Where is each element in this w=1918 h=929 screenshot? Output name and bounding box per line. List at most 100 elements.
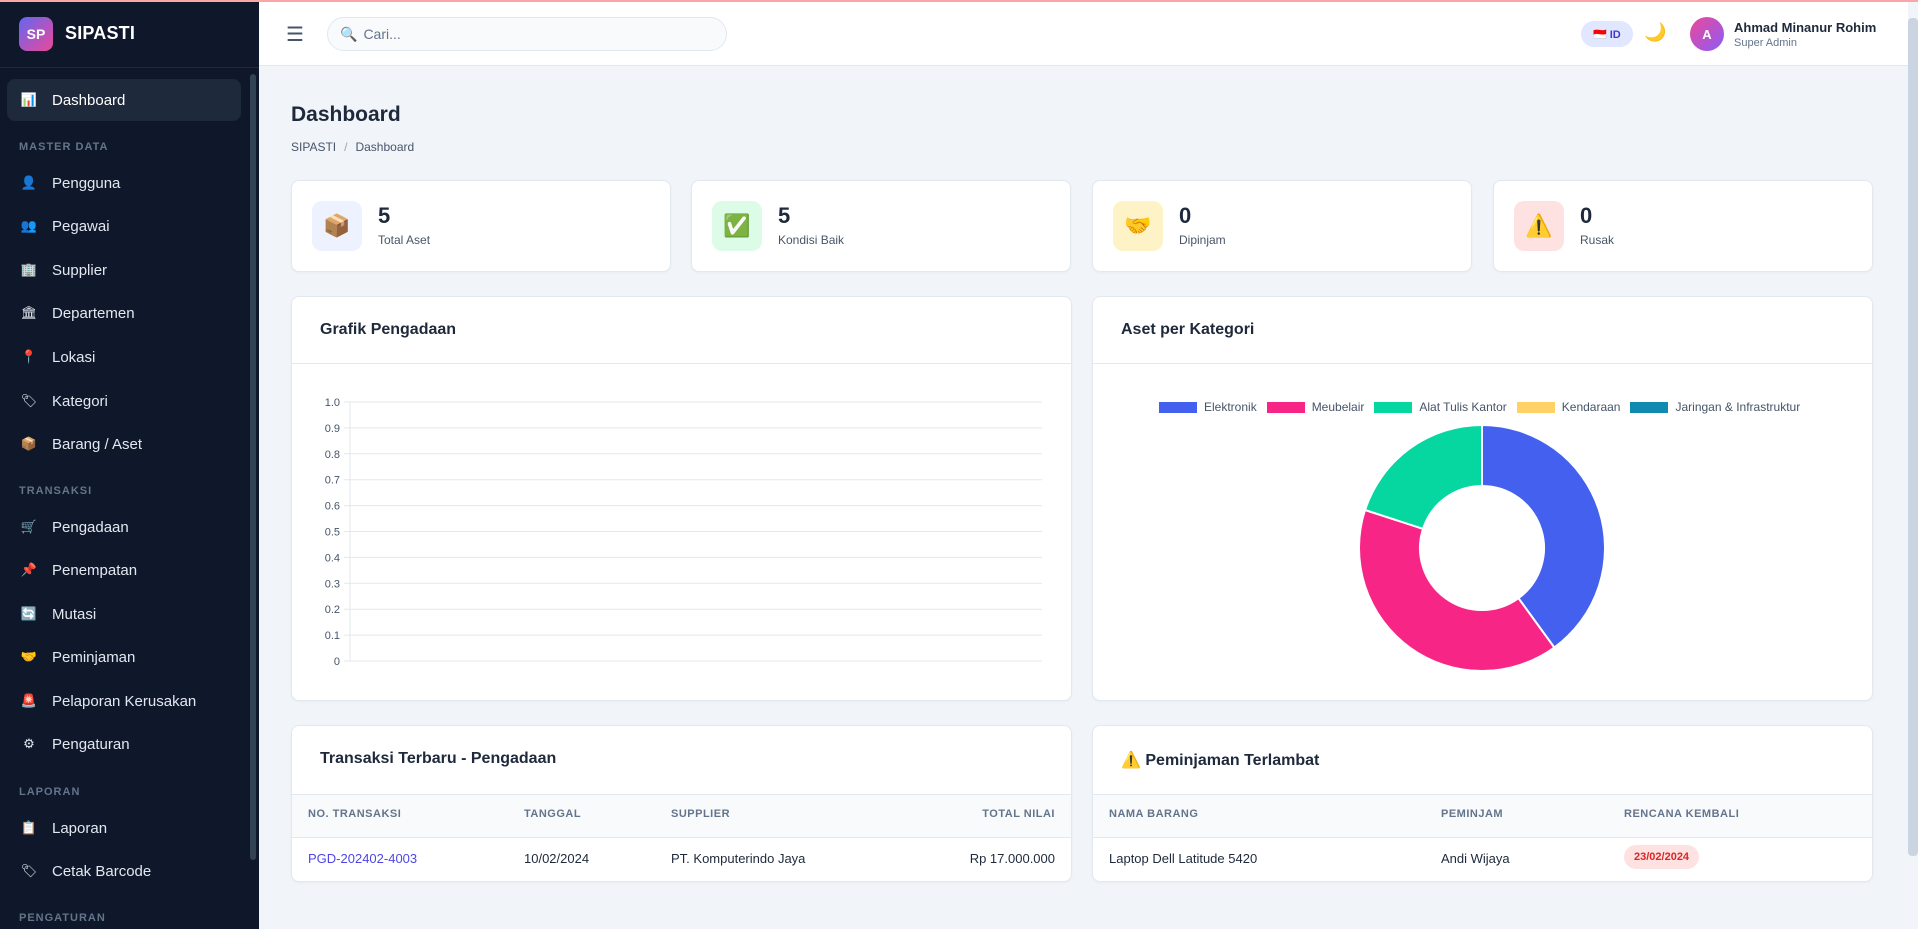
table-cell: PT. Komputerindo Jaya [671, 851, 806, 866]
breadcrumb-home[interactable]: SIPASTI [291, 140, 337, 154]
sidebar-item-label: Pengaturan [52, 735, 130, 753]
sidebar-item-supplier[interactable]: 🏢 Supplier [7, 249, 241, 291]
brand-name: SIPASTI [65, 23, 136, 43]
cetak-barcode-icon: 🏷 [20, 863, 38, 878]
stat-card-kondisi-baik: ✅ 5 Kondisi Baik [691, 180, 1071, 272]
stat-value: 0 [1179, 203, 1192, 228]
sidebar-item-lokasi[interactable]: 📍 Lokasi [7, 336, 241, 378]
legend-item[interactable]: Jaringan & Infrastruktur [1630, 400, 1800, 414]
warning-icon: ⚠️ [1121, 752, 1141, 769]
penempatan-icon: 📌 [20, 562, 38, 577]
card-title: Grafik Pengadaan [320, 321, 457, 338]
sidebar-item-pengadaan[interactable]: 🛒 Pengadaan [7, 506, 241, 548]
sidebar-item-dashboard[interactable]: 📊 Dashboard [7, 79, 241, 121]
sidebar-item-pengguna[interactable]: 👤 Pengguna [7, 162, 241, 204]
donut-slice-elektronik[interactable] [1481, 423, 1606, 649]
sidebar-item-pegawai[interactable]: 👥 Pegawai [7, 205, 241, 247]
departemen-icon: 🏛 [20, 305, 38, 320]
column-header: PEMINJAM [1441, 808, 1504, 820]
sidebar-item-label: Pengadaan [52, 518, 129, 536]
search-icon: 🔍 [340, 25, 358, 42]
hamburger-menu-icon[interactable]: ☰ [286, 24, 304, 46]
legend-label: Kendaraan [1561, 400, 1621, 414]
stat-value: 5 [778, 203, 791, 228]
table-header [292, 794, 1071, 838]
kategori-icon: 🏷 [20, 393, 38, 408]
procurement-line-chart: 0 0.1 0.2 0.3 0.4 0.5 0.6 0.7 0.8 0.9 1.0 [325, 397, 1042, 668]
y-tick-label: 1.0 [325, 397, 340, 409]
sidebar-item-label: Pengguna [52, 174, 121, 192]
sidebar-item-label: Pegawai [52, 217, 110, 235]
y-tick-label: 0.5 [325, 527, 340, 539]
sidebar-item-label: Penempatan [52, 561, 138, 579]
y-tick-label: 0.8 [325, 449, 340, 461]
legend-swatch [1159, 401, 1197, 413]
sidebar-item-pelaporan-kerusakan[interactable]: 🚨 Pelaporan Kerusakan [7, 680, 241, 722]
sidebar: SP SIPASTI MASTER DATA TRANSAKSI LAPORAN… [0, 0, 259, 929]
breadcrumb: SIPASTI / Dashboard [291, 140, 414, 154]
stat-card-rusak: ⚠️ 0 Rusak [1493, 180, 1873, 272]
sidebar-scrollbar[interactable] [250, 74, 256, 860]
donut-slice-alat-tulis-kantor[interactable] [1363, 423, 1483, 531]
sidebar-item-label: Departemen [52, 304, 135, 322]
section-transaksi: TRANSAKSI [19, 485, 93, 497]
sidebar-item-departemen[interactable]: 🏛 Departemen [7, 292, 241, 334]
sidebar-item-barang-aset[interactable]: 📦 Barang / Aset [7, 423, 241, 465]
stat-label: Dipinjam [1179, 233, 1226, 247]
y-tick-label: 0 [334, 656, 340, 668]
transaction-link[interactable]: PGD-202402-4003 [308, 851, 418, 866]
dashboard-icon: 📊 [20, 92, 38, 107]
section-pengaturan: PENGATURAN [19, 912, 106, 924]
pengguna-icon: 👤 [20, 175, 38, 190]
lokasi-icon: 📍 [20, 349, 38, 364]
sidebar-item-laporan[interactable]: 📋 Laporan [7, 807, 241, 849]
box-icon: 📦 [312, 201, 362, 251]
legend-item[interactable]: Elektronik [1159, 400, 1257, 414]
stat-label: Kondisi Baik [778, 233, 845, 247]
column-header: TANGGAL [524, 808, 582, 820]
legend-item[interactable]: Kendaraan [1516, 400, 1621, 414]
chart-legend: Elektronik Meubelair Alat Tulis Kantor Kend… [1159, 400, 1800, 414]
sidebar-item-label: Peminjaman [52, 648, 136, 666]
sidebar-item-peminjaman[interactable]: 🤝 Peminjaman [7, 636, 241, 678]
stat-label: Rusak [1580, 233, 1615, 247]
y-tick-label: 0.3 [325, 578, 340, 590]
section-master-data: MASTER DATA [19, 141, 109, 153]
y-tick-label: 0.1 [325, 630, 340, 642]
sidebar-item-kategori[interactable]: 🏷 Kategori [7, 380, 241, 422]
page-scrollbar[interactable] [1908, 18, 1918, 856]
legend-label: Meubelair [1311, 400, 1365, 414]
legend-label: Alat Tulis Kantor [1419, 400, 1507, 414]
sidebar-item-label: Laporan [52, 819, 108, 837]
pelaporan-kerusakan-icon: 🚨 [20, 693, 38, 708]
brand[interactable]: SP SIPASTI [0, 0, 259, 68]
breadcrumb-separator: / [344, 140, 348, 154]
donut-slice-meubelair[interactable] [1358, 508, 1556, 672]
table-header [1093, 794, 1872, 838]
legend-item[interactable]: Alat Tulis Kantor [1374, 400, 1507, 414]
user-name[interactable]: Ahmad Minanur Rohim [1734, 20, 1877, 35]
search-input[interactable] [363, 26, 704, 42]
avatar[interactable]: A [1690, 17, 1724, 51]
overdue-date-badge: 23/02/2024 [1624, 845, 1700, 869]
language-switch-button[interactable]: 🇮🇩 ID [1581, 21, 1633, 47]
table-cell: Laptop Dell Latitude 5420 [1109, 851, 1258, 866]
mutasi-icon: 🔄 [20, 606, 38, 621]
legend-item[interactable]: Meubelair [1266, 400, 1365, 414]
sidebar-item-cetak-barcode[interactable]: 🏷 Cetak Barcode [7, 850, 241, 892]
search-box[interactable]: 🔍 [327, 17, 727, 51]
legend-swatch [1374, 401, 1413, 413]
stat-label: Total Aset [378, 233, 431, 247]
sidebar-item-pengaturan[interactable]: ⚙ Pengaturan [7, 723, 241, 765]
pegawai-icon: 👥 [20, 218, 38, 233]
sidebar-item-mutasi[interactable]: 🔄 Mutasi [7, 593, 241, 635]
sidebar-item-penempatan[interactable]: 📌 Penempatan [7, 549, 241, 591]
page-title: Dashboard [291, 103, 401, 126]
y-tick-label: 0.9 [325, 423, 340, 435]
section-laporan: LAPORAN [19, 786, 81, 798]
check-icon: ✅ [712, 201, 762, 251]
column-header: NO. TRANSAKSI [308, 808, 402, 820]
pengaturan-icon: ⚙ [23, 736, 35, 751]
peminjaman-icon: 🤝 [20, 649, 38, 664]
moon-icon[interactable]: 🌙 [1644, 22, 1667, 42]
